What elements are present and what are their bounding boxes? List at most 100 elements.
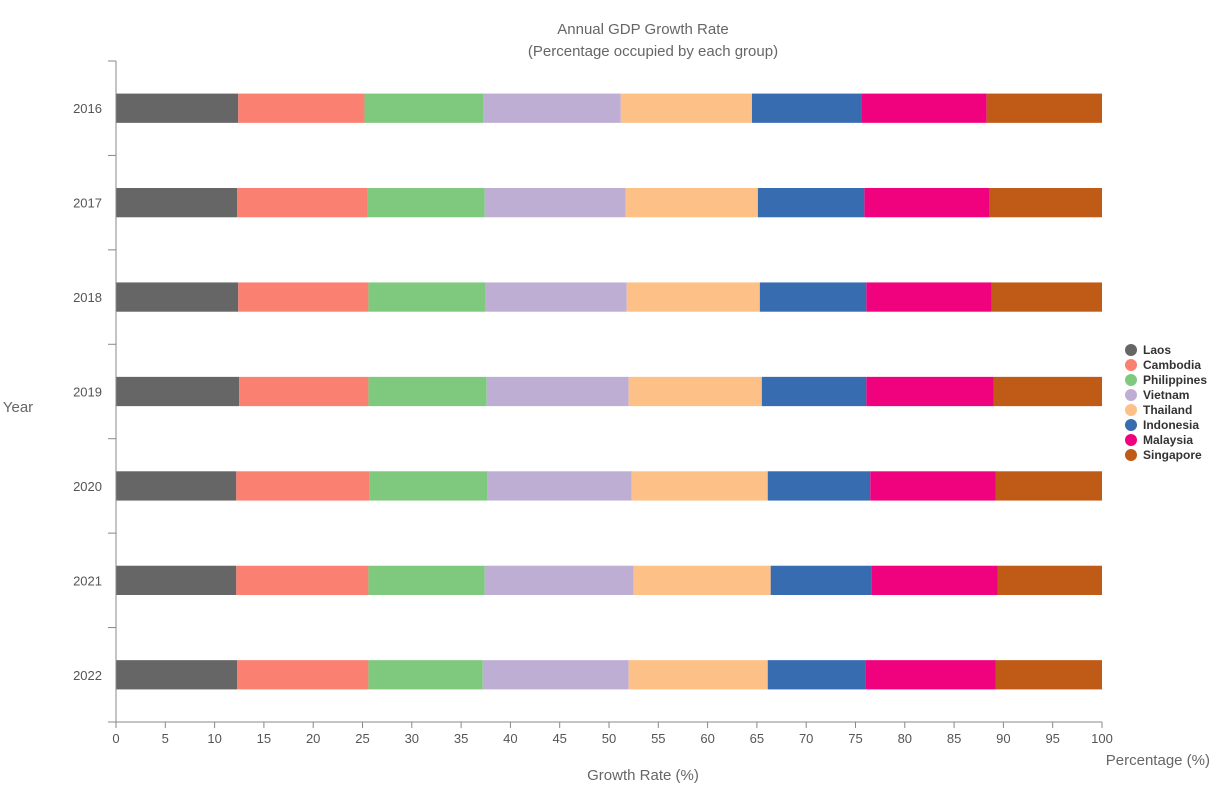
y-tick-label: 2022	[73, 668, 102, 683]
x-tick-label: 30	[405, 731, 419, 746]
x-tick-label: 10	[207, 731, 221, 746]
x-tick-label: 100	[1091, 731, 1113, 746]
legend-label: Malaysia	[1143, 433, 1193, 447]
legend-label: Singapore	[1143, 448, 1202, 462]
bar-segment	[628, 376, 762, 407]
legend-marker	[1125, 344, 1137, 356]
bar-segment	[238, 282, 369, 312]
chart-title: Annual GDP Growth Rate	[557, 21, 728, 38]
bar-segment	[767, 660, 866, 690]
legend-label: Laos	[1143, 343, 1171, 357]
bar-segment	[485, 282, 627, 312]
legend-marker	[1125, 374, 1137, 386]
legend-marker	[1125, 434, 1137, 446]
bar-segment	[991, 282, 1102, 312]
bar-segment	[625, 188, 758, 218]
x-tick-label: 55	[651, 731, 665, 746]
x-axis-secondary-title: Percentage (%)	[1106, 752, 1210, 769]
bar-segment	[866, 282, 992, 312]
x-tick-label: 90	[996, 731, 1010, 746]
bars-group	[116, 93, 1102, 690]
bar-segment	[368, 282, 486, 312]
x-axis-title: Growth Rate (%)	[587, 767, 699, 784]
bar-segment	[116, 376, 240, 407]
bar-segment	[368, 565, 485, 595]
bar-segment	[757, 188, 865, 218]
bar-segment	[861, 93, 987, 123]
legend-label: Vietnam	[1143, 388, 1189, 402]
bar-segment	[368, 376, 487, 407]
y-tick-label: 2019	[73, 385, 102, 400]
bar-segment	[631, 471, 768, 501]
legend-label: Philippines	[1143, 373, 1207, 387]
bar-segment	[761, 376, 867, 407]
legend-label: Indonesia	[1143, 418, 1199, 432]
x-tick-label: 20	[306, 731, 320, 746]
x-tick-label: 75	[848, 731, 862, 746]
legend-marker	[1125, 404, 1137, 416]
bar-segment	[486, 376, 629, 407]
bar-segment	[871, 565, 998, 595]
bar-segment	[759, 282, 867, 312]
x-tick-label: 25	[355, 731, 369, 746]
bar-segment	[993, 376, 1102, 407]
x-tick-label: 45	[552, 731, 566, 746]
bar-segment	[864, 188, 990, 218]
x-tick-label: 35	[454, 731, 468, 746]
bar-segment	[238, 93, 365, 123]
x-tick-label: 0	[112, 731, 119, 746]
x-tick-label: 40	[503, 731, 517, 746]
x-tick-label: 50	[602, 731, 616, 746]
bar-segment	[620, 93, 752, 123]
y-tick-label: 2020	[73, 479, 102, 494]
bar-segment	[367, 188, 485, 218]
bar-segment	[633, 565, 771, 595]
y-tick-label: 2017	[73, 196, 102, 211]
chart-subtitle: (Percentage occupied by each group)	[528, 43, 778, 60]
legend-label: Cambodia	[1143, 358, 1201, 372]
bar-segment	[628, 660, 768, 690]
bar-segment	[997, 565, 1102, 595]
bar-segment	[870, 471, 996, 501]
bar-segment	[865, 660, 996, 690]
bar-segment	[626, 282, 760, 312]
bar-segment	[751, 93, 862, 123]
bar-segment	[483, 93, 621, 123]
bar-segment	[237, 660, 369, 690]
x-tick-label: 85	[947, 731, 961, 746]
bar-segment	[482, 660, 629, 690]
x-tick-label: 80	[898, 731, 912, 746]
bar-segment	[989, 188, 1102, 218]
legend-marker	[1125, 449, 1137, 461]
bar-segment	[236, 471, 370, 501]
bar-segment	[986, 93, 1102, 123]
bar-segment	[116, 660, 238, 690]
x-tick-label: 15	[257, 731, 271, 746]
bar-segment	[995, 471, 1102, 501]
y-axis-title: Year	[3, 399, 33, 416]
bar-segment	[368, 660, 483, 690]
legend: LaosCambodiaPhilippinesVietnamThailandIn…	[1125, 343, 1207, 462]
bar-segment	[364, 93, 484, 123]
y-tick-label: 2016	[73, 101, 102, 116]
bar-segment	[116, 93, 239, 123]
x-tick-label: 65	[750, 731, 764, 746]
bar-segment	[116, 188, 238, 218]
x-tick-label: 60	[700, 731, 714, 746]
bar-segment	[770, 565, 872, 595]
bar-segment	[369, 471, 488, 501]
legend-marker	[1125, 419, 1137, 431]
bar-segment	[866, 376, 994, 407]
bar-segment	[116, 471, 237, 501]
bar-segment	[487, 471, 632, 501]
axes-group: 2016 2017 2018 2019 2020 2021 2022 0 5 10 15 20 25 30…	[73, 60, 1113, 746]
legend-marker	[1125, 359, 1137, 371]
bar-segment	[236, 565, 369, 595]
legend-marker	[1125, 389, 1137, 401]
y-tick-label: 2021	[73, 573, 102, 588]
bar-segment	[767, 471, 871, 501]
bar-segment	[995, 660, 1102, 690]
bar-segment	[116, 565, 237, 595]
legend-label: Thailand	[1143, 403, 1192, 417]
